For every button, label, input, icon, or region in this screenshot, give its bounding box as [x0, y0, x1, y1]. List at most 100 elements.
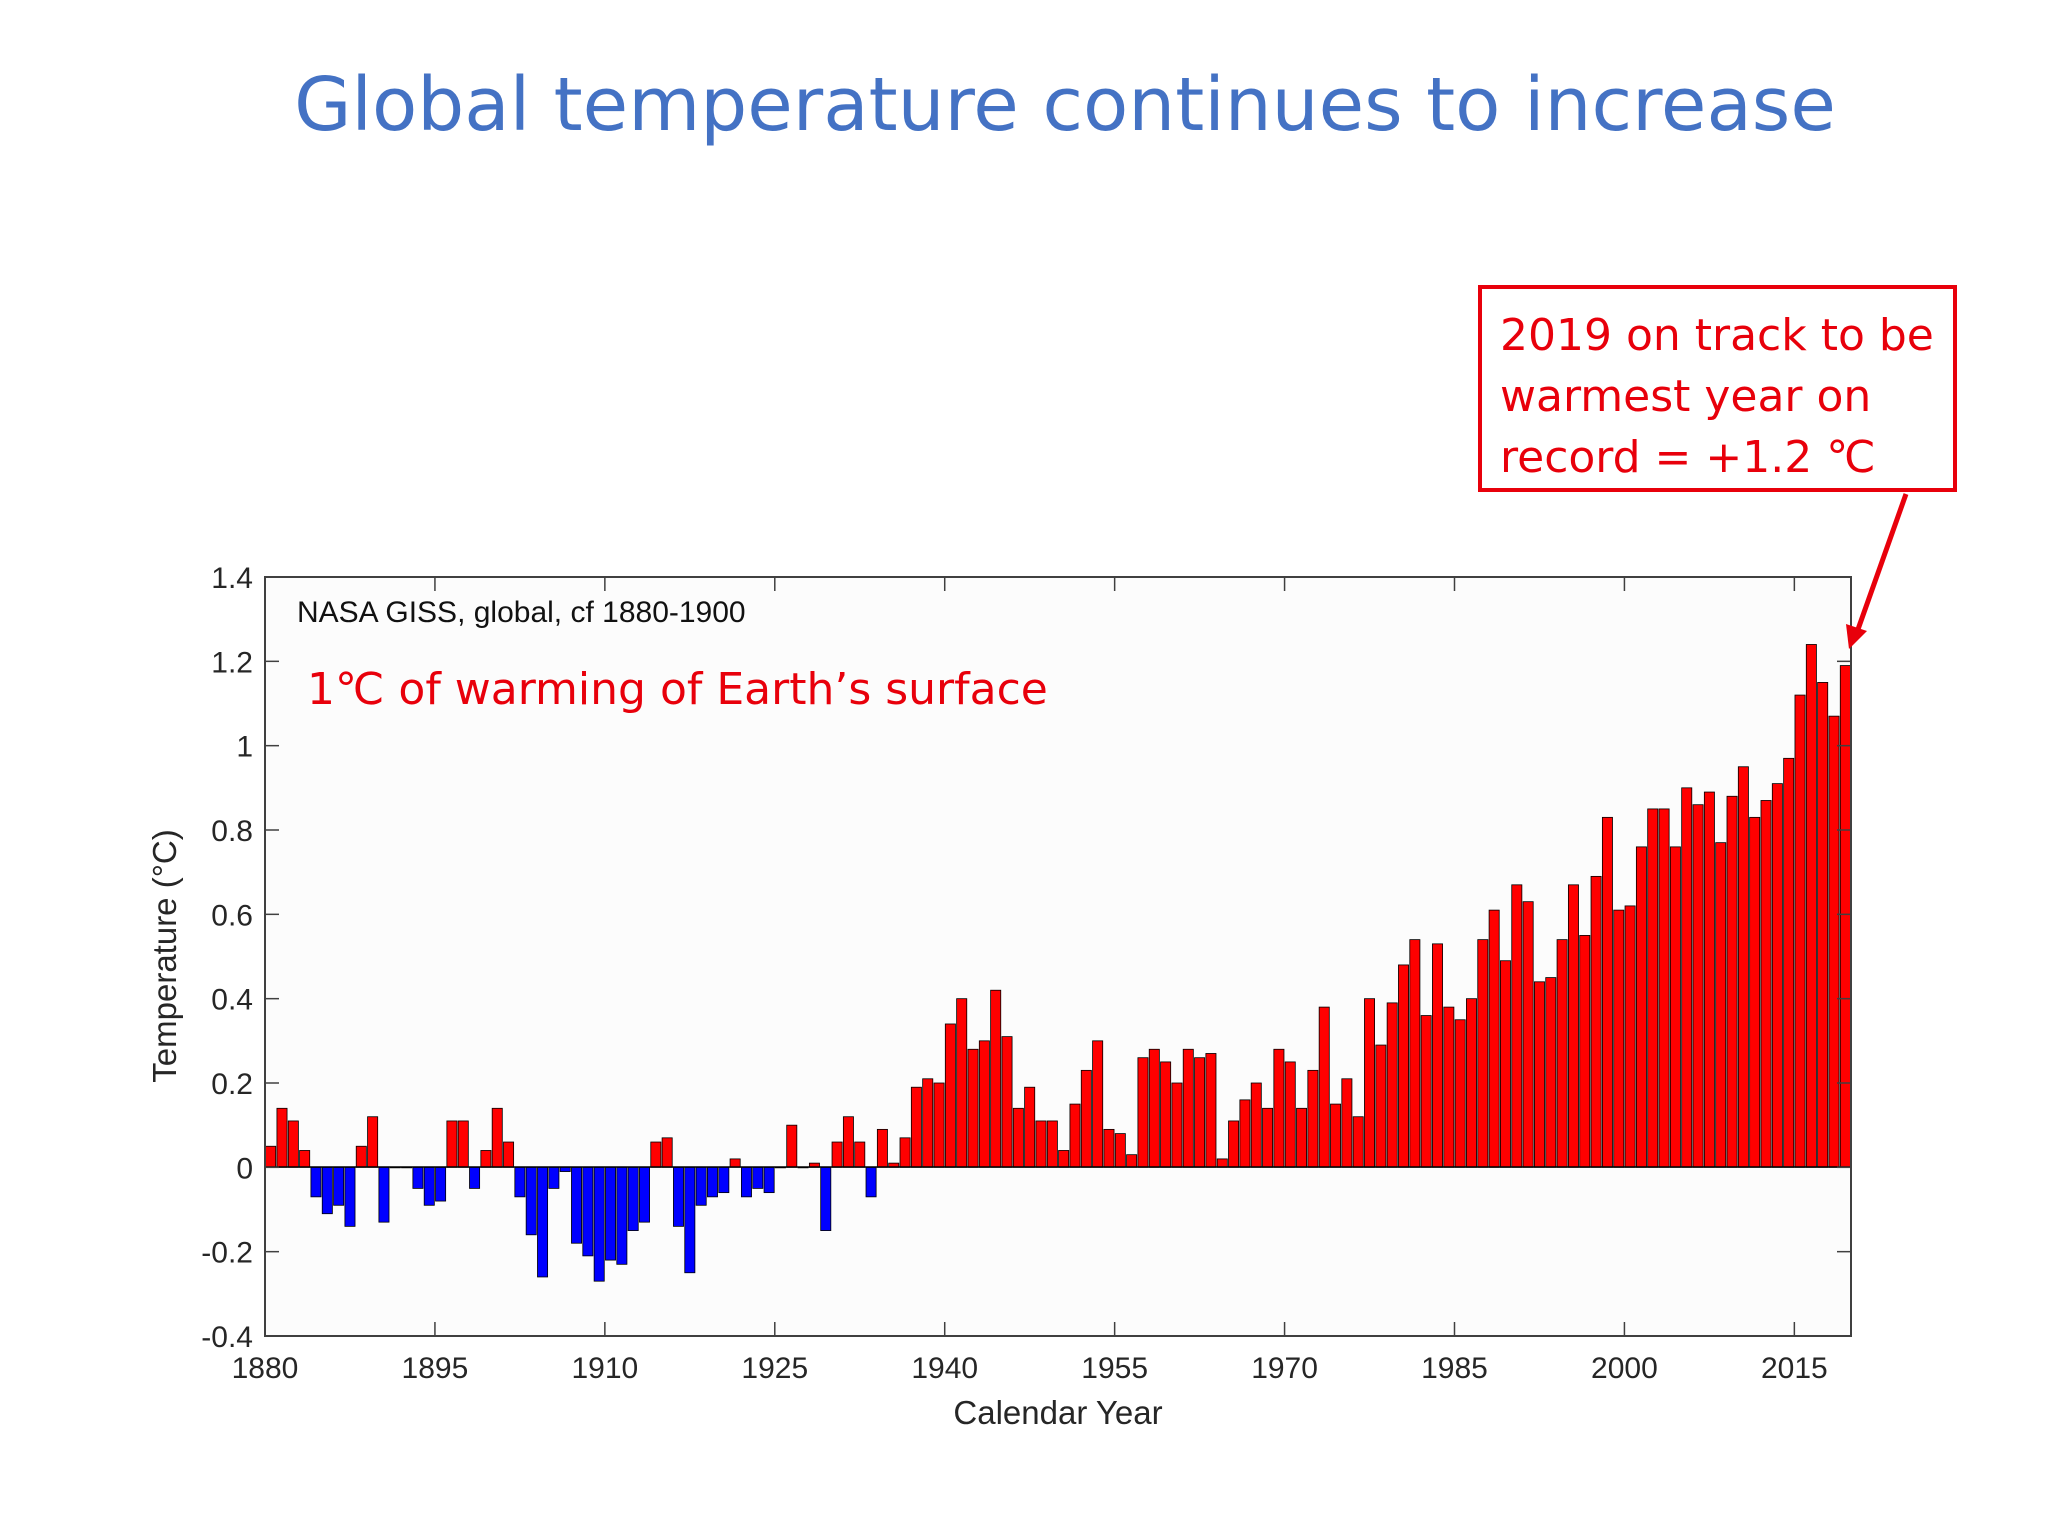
bar-2014	[1783, 757, 1795, 1168]
bar-1943	[978, 1040, 990, 1168]
bar-1997	[1590, 875, 1602, 1168]
bar-1974	[1330, 1103, 1342, 1168]
bar-1985	[1454, 1019, 1466, 1168]
bar-1954	[1103, 1128, 1115, 1168]
bar-1931	[842, 1116, 854, 1168]
plot-frame	[264, 576, 1852, 1337]
bar-1992	[1534, 981, 1545, 1168]
bar-1905	[548, 1166, 560, 1189]
bar-1918	[695, 1166, 707, 1206]
bar-2006	[1692, 804, 1704, 1168]
bar-1883	[299, 1150, 311, 1168]
bar-2010	[1737, 766, 1749, 1168]
bar-2017	[1817, 682, 1829, 1168]
x-tick-label: 1955	[1081, 1352, 1148, 1385]
bar-2008	[1715, 842, 1727, 1168]
bar-1978	[1375, 1044, 1387, 1168]
bar-1909	[593, 1166, 605, 1282]
bar-2016	[1805, 644, 1817, 1168]
bar-1903	[525, 1166, 537, 1236]
bar-1938	[922, 1078, 934, 1168]
bar-1955	[1114, 1133, 1126, 1168]
bar-2001	[1635, 846, 1647, 1168]
bar-1884	[310, 1166, 322, 1198]
y-tick-label: 1.2	[211, 646, 253, 679]
bar-1986	[1466, 998, 1477, 1168]
x-tick-label: 1985	[1421, 1352, 1488, 1385]
bar-1881	[276, 1107, 288, 1168]
bar-1926	[786, 1124, 798, 1168]
bar-1960	[1171, 1082, 1183, 1168]
bar-1910	[605, 1166, 616, 1261]
bar-1983	[1432, 943, 1443, 1168]
bar-1900	[491, 1107, 503, 1168]
bar-1975	[1341, 1078, 1353, 1168]
bar-1907	[571, 1166, 582, 1244]
x-tick-label: 2000	[1591, 1352, 1658, 1385]
bar-1897	[457, 1120, 469, 1168]
bar-1916	[673, 1166, 684, 1227]
bar-1980	[1398, 964, 1409, 1168]
bar-1990	[1511, 884, 1523, 1168]
bar-2013	[1771, 783, 1783, 1168]
bar-1890	[378, 1166, 390, 1223]
bar-1920	[718, 1166, 730, 1194]
callout-line-1: 2019 on track to be	[1500, 310, 1934, 361]
y-tick-label: -0.2	[201, 1237, 253, 1270]
callout-line-3: record = +1.2 ℃	[1500, 432, 1876, 483]
bar-1888	[355, 1145, 367, 1168]
bar-1981	[1409, 939, 1421, 1168]
bar-1952	[1080, 1069, 1092, 1168]
bar-1995	[1567, 884, 1579, 1168]
bar-1882	[287, 1120, 299, 1168]
bar-1998	[1601, 816, 1613, 1168]
bar-1915	[661, 1137, 673, 1168]
bar-1944	[990, 989, 1002, 1168]
bar-1896	[446, 1120, 458, 1168]
bar-2007	[1703, 791, 1715, 1168]
y-tick-label: 0.2	[211, 1068, 253, 1101]
bar-1970	[1284, 1061, 1296, 1168]
bar-1966	[1239, 1099, 1251, 1168]
bar-1989	[1500, 960, 1511, 1168]
bar-1964	[1216, 1158, 1228, 1168]
bar-1929	[820, 1166, 832, 1231]
warming-annotation: 1℃ of warming of Earth’s surface	[307, 664, 1048, 715]
x-tick-label: 1880	[232, 1352, 299, 1385]
bar-1885	[321, 1166, 333, 1215]
bar-1924	[763, 1166, 775, 1194]
bar-1911	[616, 1166, 628, 1265]
bar-1933	[865, 1166, 877, 1198]
bar-1922	[741, 1166, 752, 1198]
bar-1984	[1443, 1006, 1455, 1168]
bar-1977	[1364, 998, 1375, 1168]
bar-1937	[910, 1086, 922, 1168]
bar-1893	[412, 1166, 424, 1189]
bar-1940	[944, 1023, 956, 1168]
bar-1999	[1613, 909, 1625, 1168]
x-tick-label: 2015	[1761, 1352, 1828, 1385]
y-tick-label: 0.8	[211, 815, 253, 848]
bar-1914	[650, 1141, 662, 1168]
bar-1961	[1182, 1048, 1194, 1168]
bar-1991	[1522, 901, 1534, 1168]
y-tick-label: -0.4	[201, 1321, 253, 1354]
bar-1917	[684, 1166, 696, 1274]
bar-1948	[1035, 1120, 1047, 1168]
bar-1979	[1386, 1002, 1398, 1168]
bars-layer	[265, 644, 1851, 1282]
bar-1967	[1250, 1082, 1262, 1168]
bar-1902	[514, 1166, 526, 1198]
bar-1982	[1420, 1015, 1432, 1168]
bar-1996	[1579, 935, 1591, 1168]
bar-1976	[1352, 1116, 1364, 1168]
x-tick-label: 1910	[571, 1352, 638, 1385]
bar-1993	[1545, 977, 1557, 1168]
bar-1956	[1126, 1154, 1138, 1168]
bar-1932	[854, 1141, 866, 1168]
y-tick-label: 1.4	[211, 562, 253, 595]
x-tick-label: 1940	[911, 1352, 978, 1385]
bar-2009	[1726, 795, 1738, 1168]
y-tick-label: 0	[236, 1152, 253, 1185]
